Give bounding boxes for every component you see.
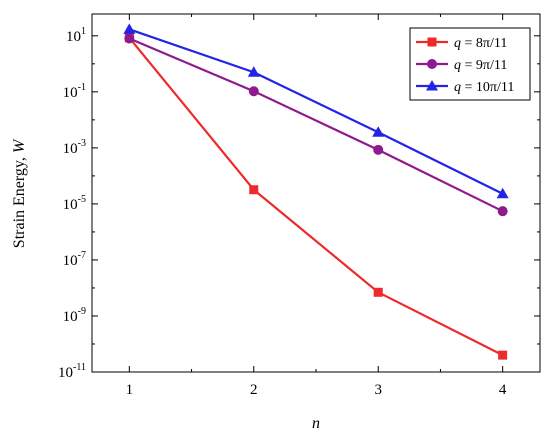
legend-label: q = 8π/11: [454, 36, 507, 51]
legend-entry: q = 9π/11: [416, 58, 507, 73]
data-point: [372, 126, 385, 137]
x-tick-label: 1: [126, 382, 134, 398]
data-point: [373, 144, 384, 155]
data-point: [249, 185, 259, 195]
y-axis-label: Strain Energy, W: [11, 138, 28, 248]
data-point: [496, 187, 509, 199]
legend: q = 8π/11 q = 9π/11 q = 10π/11: [409, 27, 531, 101]
y-tick-label: 10-7: [63, 250, 86, 269]
x-tick-label: 2: [250, 382, 258, 398]
x-axis-label: n: [312, 415, 320, 432]
series-line: [128, 28, 504, 195]
legend-swatch-marker: [427, 37, 437, 47]
y-tick-label: 10-3: [63, 138, 86, 157]
x-tick-label: 4: [499, 382, 507, 398]
data-point: [497, 206, 508, 217]
data-point: [247, 66, 260, 77]
legend-swatch-marker: [427, 59, 437, 69]
series-line: [128, 37, 504, 357]
y-tick-label: 10-1: [63, 82, 86, 101]
x-tick-label: 3: [374, 382, 382, 398]
legend-label: q = 9π/11: [454, 58, 507, 73]
data-point: [124, 33, 135, 44]
legend-label: q = 10π/11: [454, 80, 514, 95]
series-line: [128, 37, 504, 213]
axes: 101 10-1 10-3 10-5 10-7 10-9 10-11 1 2 3 4: [58, 13, 541, 398]
series-triangle: [123, 23, 509, 199]
data-point: [248, 86, 259, 97]
data-point: [498, 350, 508, 360]
y-tick-label: 10-5: [63, 194, 86, 213]
series-layer: [123, 23, 509, 360]
data-point: [373, 287, 383, 297]
y-tick-label: 101: [66, 26, 86, 45]
y-tick-label: 10-9: [63, 306, 86, 325]
y-tick-label: 10-11: [58, 362, 86, 381]
legend-entry: q = 10π/11: [416, 80, 514, 95]
data-point: [123, 23, 136, 34]
legend-swatch-marker: [426, 80, 438, 91]
legend-entry: q = 8π/11: [416, 36, 507, 51]
series-circle: [124, 33, 508, 217]
